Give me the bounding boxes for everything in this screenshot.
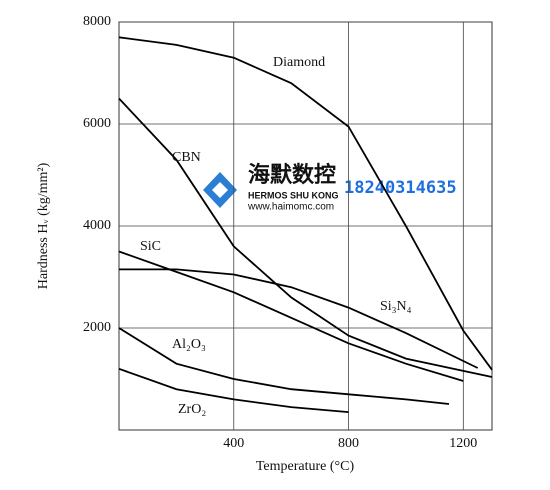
watermark-url: www.haimomc.com: [247, 202, 334, 213]
y-tick-label: 4000: [83, 218, 111, 233]
series-label: CBN: [172, 150, 201, 165]
x-tick-label: 400: [223, 436, 244, 451]
series-line: [119, 268, 479, 369]
watermark: 海默数控 HERMOS SHU KONG www.haimomc.com 182…: [203, 162, 457, 213]
series-line: [118, 36, 493, 371]
watermark-icon: [212, 182, 228, 198]
x-tick-label: 1200: [449, 436, 477, 451]
y-tick-label: 2000: [83, 320, 111, 335]
series-label: SiC: [140, 239, 161, 254]
series-line: [118, 97, 493, 378]
y-axis-label: Hardness Hᵥ (kg/mm²): [36, 162, 51, 289]
series-label: Al₂O₃: [172, 337, 206, 352]
series-label: Diamond: [273, 55, 325, 70]
y-tick-label: 8000: [83, 14, 111, 29]
y-tick-label: 6000: [83, 116, 111, 131]
series-line: [118, 327, 450, 405]
watermark-phone: 18240314635: [344, 178, 457, 198]
watermark-brand: 海默数控: [248, 162, 336, 188]
series-label: ZrO₂: [178, 402, 206, 417]
series-label: Si₃N₄: [380, 299, 412, 314]
x-tick-label: 800: [338, 436, 359, 451]
series-line: [118, 367, 349, 413]
x-axis-label: Temperature (°C): [256, 459, 355, 474]
watermark-brand-en: HERMOS SHU KONG: [248, 190, 339, 200]
series-line: [118, 250, 464, 382]
